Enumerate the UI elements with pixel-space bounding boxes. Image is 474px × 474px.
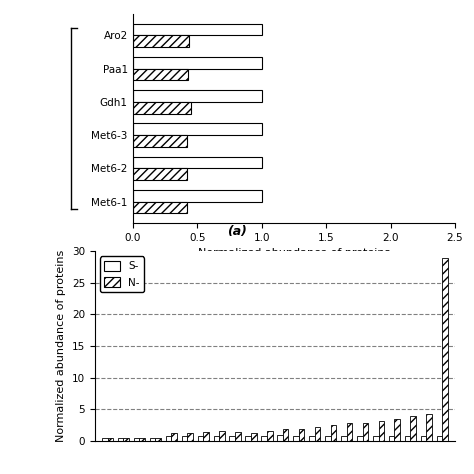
Bar <box>357 436 363 441</box>
Bar <box>155 438 161 441</box>
Bar <box>426 414 432 441</box>
Bar <box>133 90 262 102</box>
Bar <box>118 438 124 441</box>
Bar <box>267 431 273 441</box>
Bar <box>133 69 188 80</box>
Bar <box>139 438 145 441</box>
Bar <box>134 438 139 441</box>
Bar <box>187 433 193 441</box>
Bar <box>373 436 379 441</box>
Bar <box>133 190 262 201</box>
Bar <box>246 437 251 441</box>
Bar <box>421 436 426 441</box>
Bar <box>405 436 410 441</box>
Bar <box>283 429 289 441</box>
Bar <box>102 438 108 441</box>
Bar <box>203 432 209 441</box>
Bar <box>394 419 400 441</box>
Bar <box>315 427 320 441</box>
Text: (a): (a) <box>227 225 247 237</box>
Bar <box>171 433 177 441</box>
Bar <box>331 425 336 441</box>
Bar <box>379 420 384 441</box>
Bar <box>133 157 262 168</box>
Bar <box>133 24 262 36</box>
Bar <box>410 416 416 441</box>
Bar <box>133 124 262 135</box>
Bar <box>133 135 187 147</box>
Bar <box>251 433 256 441</box>
Bar <box>214 436 219 441</box>
X-axis label: Normalized abundance of proteins: Normalized abundance of proteins <box>198 248 390 258</box>
Bar <box>293 437 299 441</box>
Bar <box>124 438 129 441</box>
Bar <box>235 432 241 441</box>
Bar <box>442 257 448 441</box>
Bar <box>299 429 304 441</box>
Legend: S-, N-: S-, N- <box>100 256 144 292</box>
Bar <box>389 437 394 441</box>
Bar <box>133 201 187 213</box>
Y-axis label: Normalized abundance of proteins: Normalized abundance of proteins <box>56 250 66 442</box>
Bar <box>133 57 262 69</box>
Bar <box>277 435 283 441</box>
Bar <box>325 437 331 441</box>
Bar <box>309 437 315 441</box>
Bar <box>346 423 352 441</box>
Bar <box>150 438 155 441</box>
Bar <box>133 102 191 113</box>
Bar <box>166 436 171 441</box>
Bar <box>133 168 187 180</box>
Bar <box>182 436 187 441</box>
Bar <box>133 36 190 47</box>
Bar <box>219 431 225 441</box>
Bar <box>261 436 267 441</box>
Bar <box>198 436 203 441</box>
Bar <box>341 436 346 441</box>
Bar <box>108 438 113 441</box>
Bar <box>363 423 368 441</box>
Bar <box>437 436 442 441</box>
Bar <box>229 437 235 441</box>
